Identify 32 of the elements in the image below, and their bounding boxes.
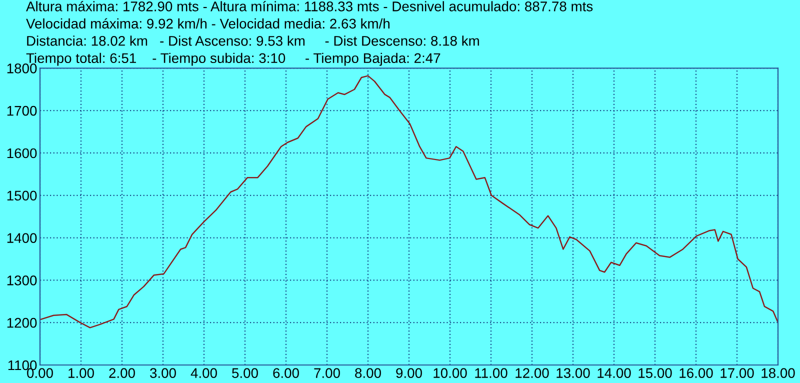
y-tick-label: 1200: [7, 318, 37, 328]
y-tick-label: 1500: [7, 190, 37, 201]
y-tick-label: 1700: [7, 106, 37, 116]
text: Velocidad máxima: 9.92 km/h - Velocidad media: 2.63 km/h: [26, 18, 390, 29]
x-tick-label: 5.00: [232, 368, 258, 378]
y-tick-label: 1800: [7, 64, 37, 74]
x-tick-label: 9.00: [396, 368, 422, 378]
x-tick-label: 2.00: [109, 368, 135, 378]
x-tick-label: 7.00: [314, 368, 340, 378]
y-tick-label: 1100: [8, 360, 37, 370]
x-tick-label: 8.00: [355, 368, 381, 378]
y-tick-label: 1300: [7, 276, 37, 286]
x-tick-label: 12.00: [516, 368, 549, 378]
x-tick-label: 10.00: [434, 368, 467, 378]
x-tick-label: 15.00: [638, 368, 672, 378]
text: Tiempo total: 6:51 - Tiempo subida: 3:10 - Tiempo Bajada: 2:47: [26, 52, 440, 66]
x-tick-label: 13.00: [556, 368, 590, 378]
line-series: [40, 75, 778, 328]
x-tick-label: 14.00: [598, 368, 631, 378]
x-tick-label: 18.00: [762, 368, 795, 378]
x-tick-label: 4.00: [190, 368, 217, 378]
x-tick-label: 17.00: [720, 368, 754, 378]
y-tick-label: 1400: [7, 233, 37, 243]
y-tick-label: 1600: [7, 148, 37, 158]
x-tick-label: 11.00: [475, 368, 508, 378]
x-tick-label: 6.00: [273, 368, 299, 378]
x-tick-label: 1.00: [68, 368, 94, 378]
text: Altura máxima: 1782.90 mts - Altura mínima: 1188.33 mts - Desnivel acumulado: 887.78 mts: [26, 0, 593, 12]
x-tick-label: 16.00: [680, 368, 713, 378]
x-tick-label: 0.00: [27, 368, 53, 378]
x-tick-label: 3.00: [150, 368, 176, 378]
text: Distancia: 18.02 km - Dist Ascenso: 9.53 km - Dist Descenso: 8.18 km: [27, 36, 479, 46]
